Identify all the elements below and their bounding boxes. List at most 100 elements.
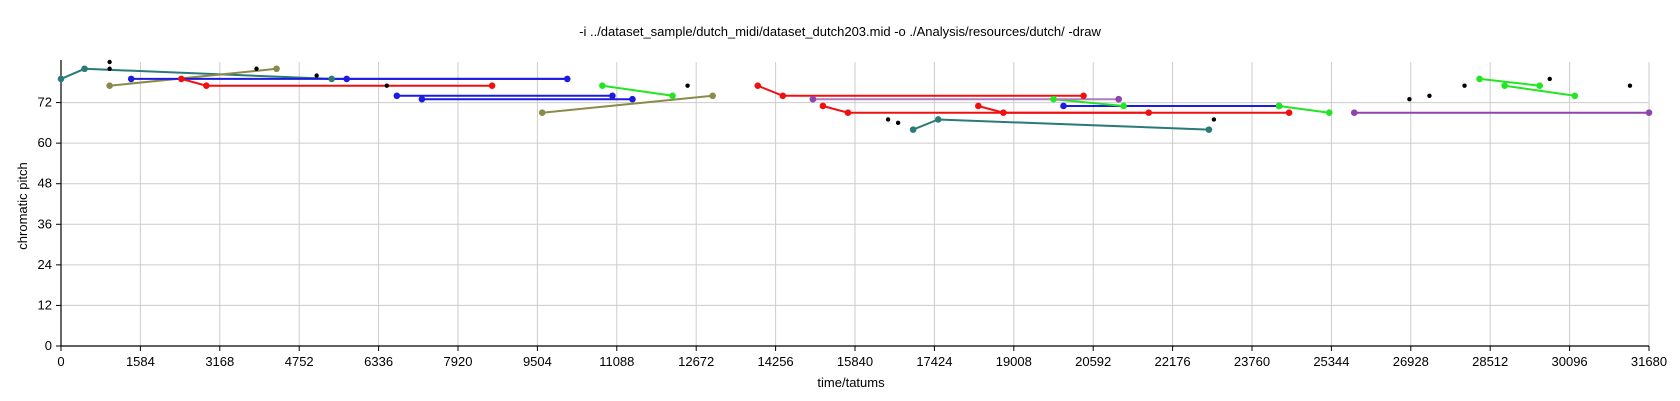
- chart-title: -i ../dataset_sample/dutch_midi/dataset_…: [579, 24, 1101, 39]
- series-line: [1504, 84, 1575, 97]
- series-point: [1060, 102, 1067, 110]
- y-tick-label: 72: [38, 95, 52, 110]
- x-tick-label: 1584: [126, 354, 155, 369]
- series-point: [1120, 102, 1127, 110]
- scatter-point: [384, 83, 390, 88]
- series-point: [1325, 109, 1333, 117]
- series-point: [844, 109, 852, 117]
- series-line: [757, 84, 1084, 97]
- series-point: [57, 75, 65, 83]
- series-point: [709, 92, 716, 100]
- series-point: [1645, 109, 1653, 117]
- scatter-point: [1407, 96, 1412, 102]
- series-point: [1080, 92, 1087, 100]
- axes-layer: 0 1584 3168 4752 6336 7920 9504 11088 12672 14256…: [38, 60, 1667, 369]
- series-point: [488, 82, 496, 89]
- x-tick-label: 6336: [364, 354, 393, 369]
- scatter-point: [1627, 83, 1633, 88]
- y-tick-label: 24: [38, 257, 52, 272]
- scatter-point: [1547, 76, 1552, 82]
- y-tick-label: 48: [38, 176, 52, 191]
- series-line: [1479, 77, 1540, 87]
- x-tick-label: 19008: [996, 354, 1032, 369]
- series-point: [1476, 75, 1483, 83]
- series-line: [978, 105, 1290, 114]
- scatter-point: [107, 66, 112, 71]
- series-point: [81, 65, 88, 73]
- x-tick-label: 3168: [205, 354, 234, 369]
- x-tick-label: 9504: [523, 354, 552, 369]
- grid-layer: [61, 62, 1650, 346]
- y-tick-label: 12: [38, 297, 52, 312]
- scatter-point: [1427, 93, 1432, 99]
- y-axis-title: chromatic pitch: [15, 162, 30, 249]
- series-line: [912, 118, 1209, 131]
- x-tick-label: 17424: [916, 354, 952, 369]
- scatter-point: [1211, 117, 1217, 122]
- scatter-point: [1462, 83, 1467, 88]
- series-line: [602, 84, 673, 97]
- series-point: [809, 95, 817, 103]
- x-tick-label: 28512: [1472, 354, 1508, 369]
- scatter-point: [107, 59, 112, 65]
- x-tick-label: 11088: [599, 354, 634, 369]
- x-tick-label: 26928: [1393, 354, 1429, 369]
- series-point: [629, 95, 636, 103]
- series-line: [1053, 98, 1124, 107]
- series-point: [1350, 109, 1358, 117]
- x-tick-label: 15840: [837, 354, 873, 369]
- x-tick-label: 4752: [285, 354, 314, 369]
- series-point: [273, 65, 280, 73]
- series-line: [109, 67, 277, 87]
- scatter-point: [885, 117, 891, 122]
- series-point: [1145, 109, 1153, 117]
- x-tick-label: 12672: [678, 354, 714, 369]
- series-point: [909, 126, 917, 133]
- series-point: [819, 102, 827, 110]
- x-tick-label: 14256: [758, 354, 794, 369]
- series-point: [934, 116, 942, 123]
- series-point: [563, 75, 571, 83]
- series-point: [975, 102, 982, 110]
- series-point: [1050, 95, 1057, 103]
- scatter-point: [895, 120, 901, 126]
- series-line: [181, 77, 493, 87]
- y-tick-label: 60: [38, 135, 52, 150]
- points-layer: [57, 59, 1653, 133]
- series-line: [1278, 105, 1330, 114]
- series-point: [669, 92, 676, 100]
- x-tick-label: 0: [57, 354, 64, 369]
- series-point: [1285, 109, 1293, 117]
- series-point: [599, 82, 606, 89]
- scatter-point: [685, 83, 690, 88]
- series-point: [1275, 102, 1283, 110]
- x-tick-label: 20592: [1075, 354, 1111, 369]
- series-point: [754, 82, 762, 89]
- series-point: [1000, 109, 1007, 117]
- series-point: [393, 92, 401, 100]
- series-point: [1501, 82, 1508, 89]
- x-tick-label: 25344: [1313, 354, 1349, 369]
- series-point: [1205, 126, 1213, 133]
- series-layer: [60, 67, 1649, 131]
- series-point: [1571, 92, 1579, 100]
- series-point: [1536, 82, 1544, 89]
- scatter-point: [254, 66, 259, 71]
- series-point: [203, 82, 210, 89]
- series-point: [418, 95, 426, 103]
- series-line: [542, 94, 713, 114]
- series-point: [106, 82, 113, 89]
- x-tick-label: 31680: [1631, 354, 1667, 369]
- series-point: [328, 75, 335, 83]
- series-point: [779, 92, 787, 100]
- x-tick-label: 7920: [444, 354, 473, 369]
- x-tick-label: 30096: [1552, 354, 1588, 369]
- series-point: [343, 75, 351, 83]
- y-tick-label: 36: [38, 216, 52, 231]
- scatter-point: [314, 73, 319, 78]
- x-tick-label: 22176: [1155, 354, 1191, 369]
- series-point: [1115, 95, 1122, 103]
- series-point: [178, 75, 185, 83]
- y-tick-label: 0: [45, 338, 52, 353]
